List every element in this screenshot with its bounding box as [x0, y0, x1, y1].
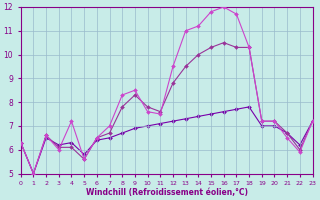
X-axis label: Windchill (Refroidissement éolien,°C): Windchill (Refroidissement éolien,°C): [86, 188, 248, 197]
